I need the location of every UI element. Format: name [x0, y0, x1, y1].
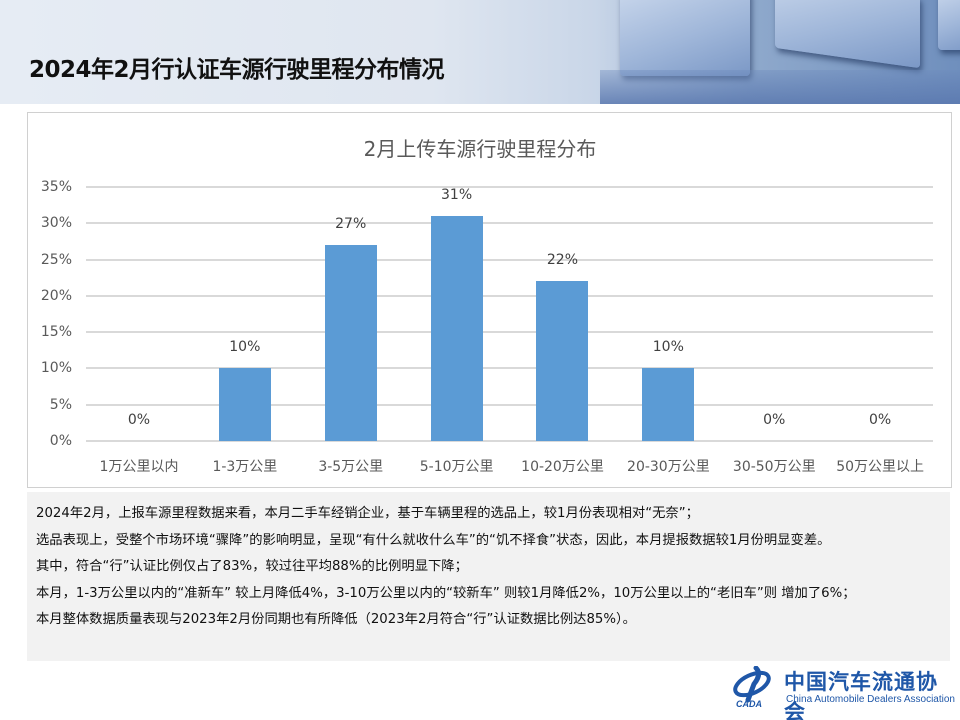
y-tick-label: 0%	[49, 433, 72, 449]
y-tick-label: 20%	[40, 287, 72, 304]
chart-frame	[27, 112, 952, 488]
note-line-2: 选品表现上，受整个市场环境“骤降”的影响明显，呈现“有什么就收什么车”的“饥不择…	[36, 532, 831, 548]
note-line-4: 本月，1-3万公里以内的“准新车” 较上月降低4%，3-10万公里以内的“较新车…	[36, 585, 856, 601]
x-tick-label: 5-10万公里	[419, 459, 494, 475]
x-tick-label: 10-20万公里	[521, 459, 604, 475]
decorative-floor	[600, 70, 960, 104]
data-label: 0%	[868, 412, 892, 428]
data-label: 27%	[335, 216, 367, 233]
gridline	[86, 222, 933, 225]
svg-text:CADA: CADA	[736, 699, 762, 708]
plot-area: 0% 10% 27% 31% 22% 10% 0% 0%	[86, 186, 933, 442]
x-tick-label: 1万公里以内	[99, 459, 179, 475]
x-tick-label: 3-5万公里	[318, 459, 384, 475]
gridline	[86, 186, 933, 188]
y-tick-label: 35%	[40, 179, 72, 195]
bar	[536, 281, 589, 441]
cada-emblem-icon: CADA	[733, 666, 771, 708]
x-tick-label: 1-3万公里	[212, 459, 278, 475]
gridline	[86, 367, 933, 370]
data-label: 22%	[546, 252, 578, 269]
x-tick-label: 20-30万公里	[627, 459, 710, 475]
decorative-cube-image	[938, 0, 960, 50]
chart-title: 2月上传车源行驶里程分布	[363, 137, 597, 161]
decorative-cube-image	[775, 0, 920, 69]
x-tick-label: 30-50万公里	[732, 459, 816, 475]
y-tick-label: 30%	[40, 215, 72, 232]
y-tick-label: 10%	[40, 360, 72, 377]
data-label: 10%	[229, 339, 261, 356]
bar	[324, 245, 377, 441]
logo-chinese-name: 中国汽车流通协会	[784, 669, 938, 720]
data-label: 31%	[441, 187, 473, 204]
y-tick-label: 15%	[40, 324, 72, 341]
y-tick-label: 5%	[49, 396, 72, 413]
gridline	[86, 403, 933, 406]
data-label: 0%	[763, 412, 786, 428]
cada-logo: CADA 中国汽车流通协会 China Automobile Dealers A…	[732, 664, 957, 720]
note-line-3: 其中，符合“行”认证比例仅占了83%，较过往平均88%的比例明显下降；	[36, 559, 468, 574]
x-tick-label: 50万公里以上	[836, 459, 925, 475]
logo-english-name: China Automobile Dealers Association	[786, 694, 955, 705]
bar	[218, 368, 271, 441]
note-line-1: 2024年2月，上报车源里程数据来看，本月二手车经销企业，基于车辆里程的选品上，…	[36, 506, 699, 521]
gridline	[86, 331, 933, 334]
y-tick-label: 25%	[40, 251, 72, 268]
gridline	[86, 258, 933, 261]
header-banner	[0, 0, 960, 104]
gridline	[86, 440, 933, 442]
data-label: 0%	[127, 412, 151, 428]
bar	[642, 368, 695, 441]
data-label: 10%	[652, 339, 684, 356]
page-title: 2024年2月行认证车源行驶里程分布情况	[29, 57, 445, 83]
gridline	[86, 294, 933, 297]
bar	[430, 216, 483, 441]
note-line-5: 本月整体数据质量表现与2023年2月份同期也有所降低（2023年2月符合“行”认…	[36, 612, 636, 627]
decorative-cube-image	[620, 0, 750, 76]
notes-box: 2024年2月，上报车源里程数据来看，本月二手车经销企业，基于车辆里程的选品上，…	[27, 492, 950, 661]
